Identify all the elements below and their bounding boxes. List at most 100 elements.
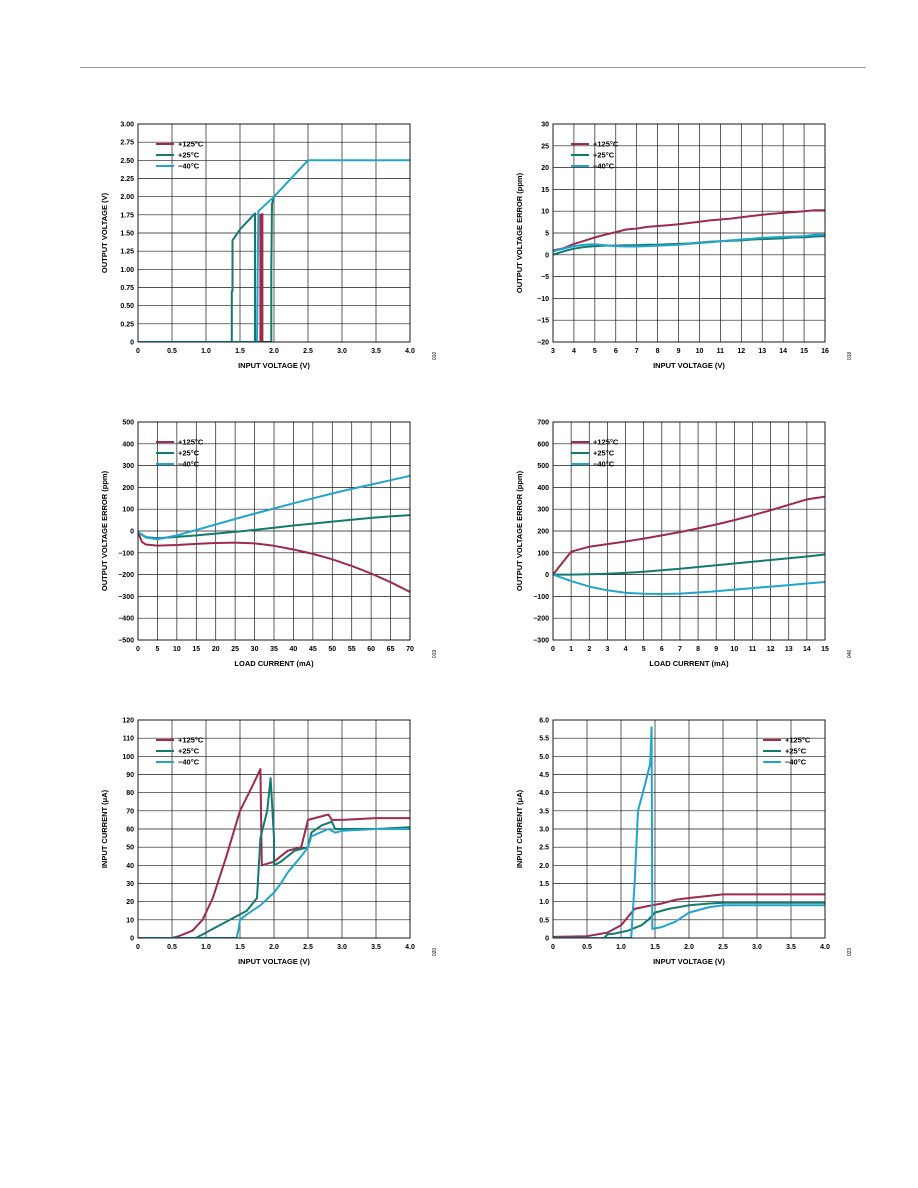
x-tick-label: 2.5 (303, 348, 313, 355)
y-tick-label: 0.50 (120, 303, 134, 310)
y-tick-label: 2.25 (120, 176, 134, 183)
x-tick-label: 15 (821, 646, 829, 653)
x-tick-label: 2.5 (303, 944, 313, 951)
series-group (553, 209, 825, 256)
y-tick-label: 30 (541, 122, 549, 129)
series-line-room (138, 195, 275, 342)
y-tick-label: 2.50 (120, 158, 134, 165)
series-group (138, 159, 410, 342)
x-tick-label: 16 (821, 348, 829, 355)
x-tick-label: 4.0 (820, 944, 830, 951)
y-tick-label: 0 (130, 529, 134, 536)
y-tick-label: 40 (126, 863, 134, 870)
y-tick-label: 80 (126, 790, 134, 797)
x-tick-label: 50 (328, 646, 336, 653)
x-axis-label: LOAD CURRENT (mA) (234, 659, 314, 668)
legend-label: −40°C (178, 162, 200, 171)
y-axis-label: INPUT CURRENT (μA) (515, 789, 524, 868)
chart-output-error-vs-input-voltage: 3 4 5 6 7 8 9 10 11 12 13 14 15 16 −20 −15 −10 −5 0 5 10 15 20… (515, 122, 853, 371)
x-tick-label: 0.5 (167, 348, 177, 355)
x-tick-label: 3.5 (371, 348, 381, 355)
y-tick-label: 300 (122, 463, 134, 470)
series-line-hot (138, 213, 272, 342)
y-tick-label: 90 (126, 772, 134, 779)
x-tick-label: 0.5 (582, 944, 592, 951)
legend-label: −40°C (785, 758, 807, 767)
y-tick-label: 3.0 (539, 827, 549, 834)
y-tick-label: 50 (126, 845, 134, 852)
x-tick-label: 0 (136, 944, 140, 951)
y-axis-label: OUTPUT VOLTAGE ERROR (ppm) (515, 172, 524, 293)
y-axis-label: OUTPUT VOLTAGE ERROR (ppm) (515, 470, 524, 591)
y-tick-label: 25 (541, 143, 549, 150)
legend-label: +125°C (785, 736, 811, 745)
y-tick-label: −100 (118, 550, 134, 557)
chart-output-voltage-vs-input-voltage: 0 0.5 1.0 1.5 2.0 2.5 3.0 3.5 4.0 0 0.25 0.50 0.75 1.… (100, 122, 438, 371)
x-tick-label: 8 (656, 348, 660, 355)
y-tick-label: 500 (122, 420, 134, 427)
series-line-cold (553, 233, 825, 253)
x-tick-label: 5 (155, 646, 159, 653)
plot-frame (137, 421, 411, 641)
y-tick-label: 6.0 (539, 718, 549, 725)
x-tick-label: 4 (572, 348, 576, 355)
y-tick-label: 4.5 (539, 772, 549, 779)
x-tick-label: 2.0 (684, 944, 694, 951)
legend-label: +25°C (178, 151, 200, 160)
x-axis-label: LOAD CURRENT (mA) (649, 659, 729, 668)
x-tick-label: 15 (192, 646, 200, 653)
y-tick-label: −15 (537, 318, 549, 325)
y-tick-label: 5 (545, 231, 549, 238)
x-tick-label: 35 (270, 646, 278, 653)
plot-frame (137, 123, 411, 343)
y-tick-label: 110 (123, 736, 134, 743)
x-tick-label: 3.5 (371, 944, 381, 951)
y-axis-label: OUTPUT VOLTAGE ERROR (ppm) (100, 470, 109, 591)
y-tick-label: 2.75 (120, 140, 134, 147)
y-tick-label: 10 (126, 917, 134, 924)
y-tick-label: 2.00 (120, 194, 134, 201)
legend-label: +25°C (178, 747, 200, 756)
y-tick-label: 1.25 (120, 249, 134, 256)
legend-label: −40°C (178, 758, 200, 767)
x-tick-label: 3 (551, 348, 555, 355)
y-tick-label: 0 (545, 252, 549, 259)
legend-label: +125°C (593, 140, 619, 149)
x-tick-label: 55 (348, 646, 356, 653)
y-tick-label: 2.0 (539, 863, 549, 870)
y-tick-label: −20 (537, 340, 549, 347)
x-tick-label: 65 (387, 646, 395, 653)
series-line-room (553, 553, 825, 576)
y-tick-label: −100 (533, 594, 549, 601)
x-tick-label: 13 (785, 646, 793, 653)
y-tick-label: 60 (126, 827, 134, 834)
y-tick-label: 600 (537, 441, 549, 448)
y-axis-label: INPUT CURRENT (μA) (100, 789, 109, 868)
x-axis-label: INPUT VOLTAGE (V) (238, 957, 310, 966)
y-tick-label: 0 (545, 936, 549, 943)
y-tick-label: 0 (545, 572, 549, 579)
y-axis-label: OUTPUT VOLTAGE (V) (100, 192, 109, 273)
series-line-cold (138, 159, 410, 342)
x-tick-label: 1.5 (650, 944, 660, 951)
y-tick-label: 200 (122, 485, 134, 492)
x-tick-label: 2 (587, 646, 591, 653)
series-line-hot (553, 495, 825, 576)
figure-code: 018 (847, 352, 853, 361)
y-tick-label: 300 (537, 507, 549, 514)
x-tick-label: 7 (635, 348, 639, 355)
x-tick-label: 14 (779, 348, 787, 355)
x-tick-label: 1.0 (616, 944, 626, 951)
y-tick-label: 700 (537, 420, 549, 427)
x-axis-label: INPUT VOLTAGE (V) (238, 361, 310, 370)
y-tick-label: 400 (537, 485, 549, 492)
x-tick-label: 1 (569, 646, 573, 653)
y-tick-label: 5.0 (539, 754, 549, 761)
x-axis-label: INPUT VOLTAGE (V) (653, 361, 725, 370)
plot-frame (552, 123, 826, 343)
y-tick-label: 5.5 (539, 736, 549, 743)
y-tick-label: 20 (541, 165, 549, 172)
y-tick-label: 100 (537, 550, 549, 557)
y-tick-label: −200 (118, 572, 134, 579)
chart-input-current-vs-input-voltage-b: 0 0.5 1.0 1.5 2.0 2.5 3.0 3.5 4.0 0 0.5 1.0 1.5 2.0 2.… (515, 718, 853, 967)
